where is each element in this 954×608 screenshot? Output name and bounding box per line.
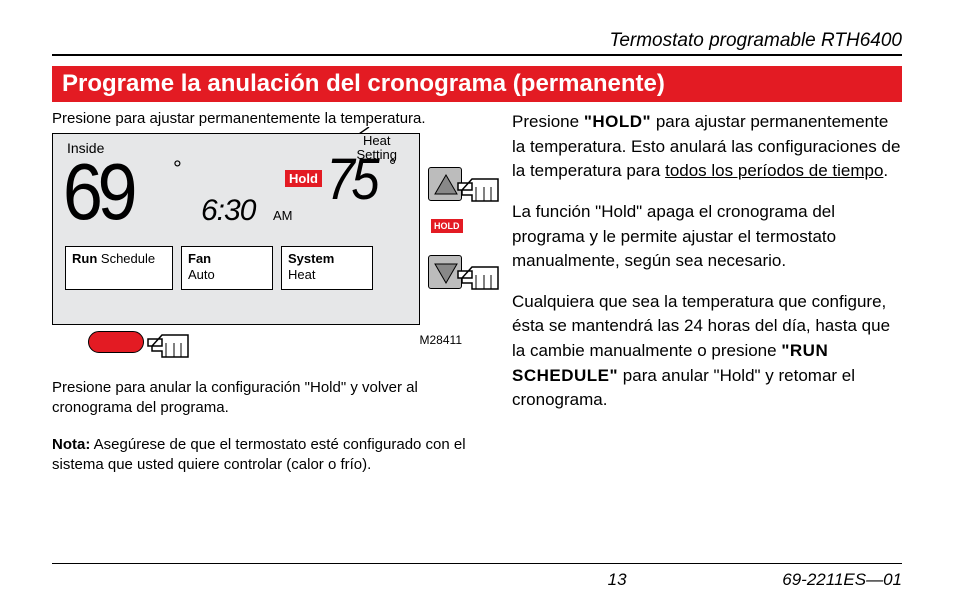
caption-top: Presione para ajustar permanentemente la…: [52, 110, 482, 127]
set-temp: 75: [326, 146, 376, 213]
pointing-hand-icon: [454, 173, 502, 207]
degree-icon: °: [389, 156, 396, 177]
system-box: SystemHeat: [281, 246, 373, 290]
lcd-screen: Inside Heat Setting 69 ° 75 ° 6:30 AM Ho…: [52, 133, 420, 325]
paragraph-1: Presione "HOLD" para ajustar permanentem…: [512, 110, 902, 184]
section-title: Programe la anulación del cronograma (pe…: [52, 66, 902, 102]
thermostat-diagram: Inside Heat Setting 69 ° 75 ° 6:30 AM Ho…: [52, 133, 482, 368]
caption-mid: Presione para anular la configuración "H…: [52, 378, 482, 419]
figure-code: M28411: [420, 333, 462, 347]
doc-code: 69-2211ES—01: [782, 570, 902, 590]
run-schedule-button[interactable]: [88, 331, 144, 353]
page-footer: 13 69-2211ES—01: [52, 563, 902, 590]
hold-badge: Hold: [285, 170, 322, 187]
top-rule: [52, 54, 902, 56]
paragraph-2: La función "Hold" apaga el cronograma de…: [512, 200, 902, 274]
note-text: Nota: Asegúrese de que el termostato est…: [52, 435, 482, 476]
paragraph-3: Cualquiera que sea la temperatura que co…: [512, 290, 902, 413]
inside-temp: 69: [63, 146, 132, 238]
pointing-hand-icon: [144, 329, 192, 363]
page-number: 13: [608, 570, 627, 590]
time-display: 6:30: [201, 194, 255, 228]
product-header: Termostato programable RTH6400: [52, 30, 902, 52]
degree-icon: °: [173, 156, 182, 182]
hold-indicator: HOLD: [431, 219, 463, 233]
fan-box: FanAuto: [181, 246, 273, 290]
pointing-hand-icon: [454, 261, 502, 295]
run-schedule-box: Run Schedule: [65, 246, 173, 290]
ampm-label: AM: [273, 208, 293, 223]
